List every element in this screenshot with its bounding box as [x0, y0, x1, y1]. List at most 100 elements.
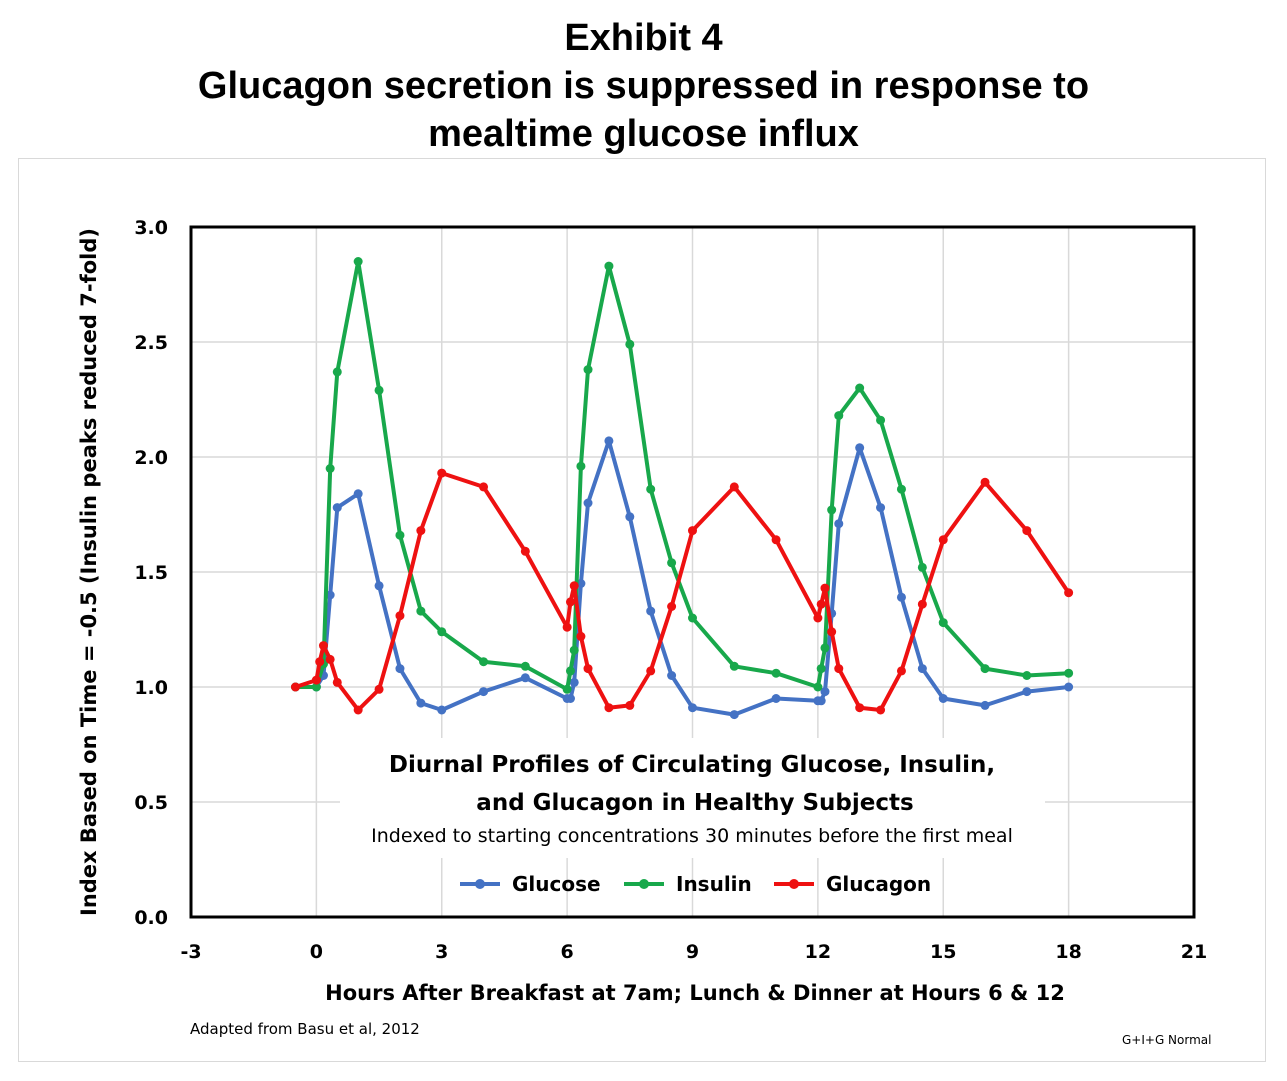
exhibit-label: Exhibit 4 — [564, 17, 723, 59]
glucose-point — [876, 503, 886, 513]
insulin-point — [437, 627, 447, 637]
glucose-point — [938, 694, 948, 703]
page-title-line2: mealtime glucose influx — [428, 113, 859, 155]
glucose-point — [667, 671, 677, 680]
y-tick-label: 2.0 — [134, 447, 168, 469]
insulin-point — [416, 606, 426, 616]
annotation-background — [340, 738, 1045, 858]
glucagon-point — [325, 654, 335, 664]
insulin-point — [917, 562, 927, 572]
glucagon-point — [562, 622, 572, 632]
insulin-point — [813, 682, 823, 692]
glucose-point — [980, 700, 990, 710]
glucose-point — [353, 489, 363, 499]
insulin-point — [771, 668, 781, 678]
annotation-subtitle: Indexed to starting concentrations 30 mi… — [371, 825, 1013, 847]
glucose-point — [374, 581, 384, 591]
glucagon-point — [311, 675, 321, 685]
y-tick-label: 0.5 — [134, 792, 168, 814]
source-note: Adapted from Basu et al, 2012 — [190, 1020, 420, 1038]
legend-label: Glucose — [512, 872, 601, 896]
glucagon-point — [479, 482, 489, 492]
glucagon-point — [416, 526, 426, 536]
glucagon-point — [318, 641, 328, 651]
insulin-point — [896, 484, 906, 494]
x-axis-label: Hours After Breakfast at 7am; Lunch & Di… — [325, 981, 1065, 1005]
glucose-point — [729, 710, 739, 720]
glucose-point — [437, 705, 447, 715]
glucagon-point — [855, 703, 865, 713]
glucagon-point — [938, 535, 948, 545]
insulin-point — [667, 558, 677, 568]
glucose-point — [395, 664, 405, 674]
insulin-point — [646, 484, 656, 494]
glucose-point — [569, 677, 579, 687]
glucose-point — [771, 694, 781, 703]
chart-frame — [18, 158, 1266, 1062]
glucagon-point — [820, 583, 830, 593]
insulin-point — [688, 613, 697, 623]
glucose-point — [917, 664, 927, 674]
insulin-point — [311, 682, 321, 692]
legend-item-insulin: Insulin — [624, 872, 752, 896]
legend: Glucose Insulin Glucagon — [460, 872, 931, 896]
x-tick-label: 6 — [561, 941, 574, 963]
insulin-point — [479, 657, 489, 667]
glucose-point — [646, 606, 656, 616]
insulin-point — [325, 464, 335, 473]
glucagon-point — [834, 664, 844, 674]
insulin-point — [374, 385, 384, 395]
insulin-point — [520, 661, 530, 671]
y-tick-label: 2.5 — [134, 332, 168, 354]
insulin-point — [827, 505, 837, 515]
y-tick-labels: 0.0 0.5 1.0 1.5 2.0 2.5 3.0 — [134, 217, 168, 929]
annotation-title-line2: and Glucagon in Healthy Subjects — [476, 790, 913, 816]
glucagon-point — [315, 657, 325, 667]
glucagon-point — [771, 535, 781, 545]
x-tick-label: 15 — [930, 941, 956, 963]
insulin-point — [834, 411, 844, 421]
insulin-point — [855, 383, 865, 393]
credit-note: G+I+G Normal — [1122, 1033, 1212, 1047]
glucagon-point — [583, 664, 593, 674]
glucagon-point — [646, 666, 656, 676]
legend-label: Insulin — [676, 872, 752, 896]
glucagon-point — [604, 703, 614, 713]
glucagon-point — [332, 677, 342, 687]
insulin-point — [332, 367, 342, 377]
insulin-point — [583, 365, 593, 375]
insulin-point — [562, 684, 572, 694]
legend-marker — [475, 879, 485, 889]
legend-marker — [789, 879, 799, 889]
glucagon-point — [437, 468, 447, 478]
glucose-point — [820, 687, 830, 697]
glucose-point — [479, 687, 489, 697]
series-layer — [290, 257, 1074, 720]
insulin-point — [1064, 668, 1074, 678]
glucose-point — [332, 503, 342, 513]
glucagon-point — [353, 705, 363, 715]
glucose-point — [688, 703, 697, 713]
glucagon-point — [813, 613, 823, 623]
glucagon-point — [688, 526, 697, 536]
insulin-point — [353, 257, 363, 266]
x-tick-label: 0 — [310, 941, 323, 963]
x-tick-label: 3 — [435, 941, 448, 963]
glucose-point — [583, 498, 593, 508]
insulin-point — [565, 666, 575, 676]
insulin-line — [293, 259, 1071, 692]
series-insulin — [290, 257, 1074, 694]
insulin-point — [876, 415, 886, 425]
glucose-point — [1022, 687, 1032, 697]
y-tick-label: 0.0 — [134, 907, 168, 929]
glucose-point — [565, 694, 575, 703]
insulin-point — [576, 461, 586, 471]
legend-item-glucose: Glucose — [460, 872, 601, 896]
glucagon-point — [569, 581, 579, 591]
insulin-point — [938, 618, 948, 628]
insulin-point — [604, 261, 614, 271]
x-tick-label: 9 — [686, 941, 699, 963]
x-tick-label: 21 — [1181, 941, 1207, 963]
legend-label: Glucagon — [826, 872, 931, 896]
